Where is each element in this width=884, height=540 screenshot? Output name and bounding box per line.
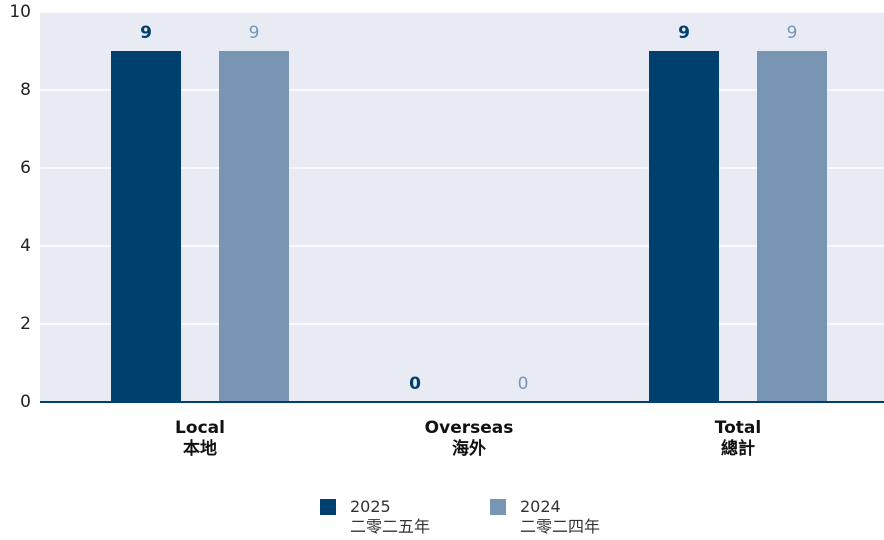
bar: [111, 51, 181, 402]
y-tick-label: 0: [20, 392, 31, 412]
value-label: 9: [787, 23, 798, 43]
x-tick-label: Local 本地: [175, 418, 225, 459]
y-tick-label: 4: [20, 236, 31, 256]
y-tick-label: 10: [9, 2, 31, 22]
x-tick-label: Total 總計: [714, 418, 762, 459]
legend-swatch: [490, 499, 506, 515]
legend-label: 2024 二零二四年: [520, 497, 601, 536]
value-label: 0: [409, 374, 421, 394]
x-tick-label: Overseas 海外: [424, 418, 514, 459]
y-tick-label: 8: [20, 80, 31, 100]
legend-label: 2025 二零二五年: [350, 497, 431, 536]
y-tick-label: 2: [20, 314, 31, 334]
value-label: 9: [678, 23, 690, 43]
bar: [219, 51, 289, 402]
bar: [757, 51, 827, 402]
value-label: 9: [249, 23, 260, 43]
value-label: 0: [518, 374, 529, 394]
bar: [649, 51, 719, 402]
value-label: 9: [140, 23, 152, 43]
legend-swatch: [320, 499, 336, 515]
y-tick-label: 6: [20, 158, 31, 178]
